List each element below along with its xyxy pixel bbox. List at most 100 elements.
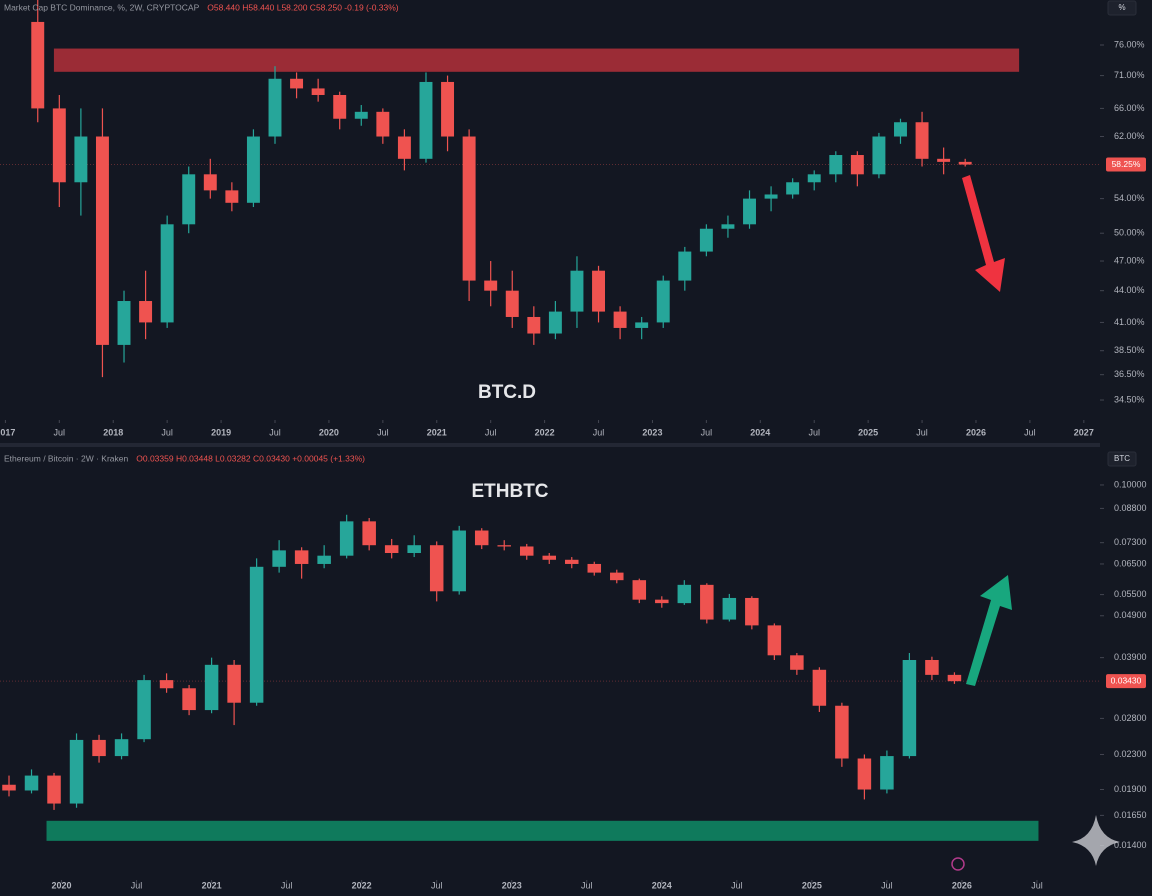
x-tick-label: Jul — [881, 880, 893, 890]
candle-body — [592, 270, 605, 312]
x-tick-label: 2026 — [966, 427, 986, 437]
x-tick-label: 2022 — [352, 880, 372, 890]
candle-body — [362, 521, 376, 546]
candle-body — [246, 136, 260, 203]
x-tick-label: 2024 — [652, 880, 672, 890]
candle-body — [339, 521, 354, 556]
candle-body — [419, 81, 433, 159]
y-tick-label: 54.00% — [1114, 193, 1145, 203]
candle-body — [745, 597, 759, 626]
y-tick-label: 41.00% — [1114, 317, 1145, 327]
candle-body — [24, 775, 39, 791]
x-tick-label: 2021 — [427, 427, 447, 437]
last-price-tag — [1106, 157, 1146, 172]
candle-body — [159, 680, 174, 689]
candle-body — [114, 739, 129, 757]
candle-body — [542, 555, 557, 560]
y-tick-label: 0.01400 — [1114, 840, 1147, 850]
candle-body — [835, 705, 849, 759]
x-tick-label: Jul — [54, 427, 66, 437]
candle-body — [311, 88, 325, 95]
candle-body — [722, 597, 737, 620]
x-tick-label: Jul — [485, 427, 497, 437]
candle-body — [354, 111, 368, 119]
candle-body — [227, 664, 241, 703]
candle-body — [587, 563, 602, 573]
candle-body — [655, 599, 669, 604]
candle-body — [182, 174, 196, 225]
candle-body — [429, 545, 444, 592]
candle-body — [894, 122, 907, 137]
up-arrow — [966, 575, 1012, 686]
candle-body — [613, 311, 627, 328]
candle-body — [958, 161, 972, 165]
y-tick-label: 62.00% — [1114, 131, 1145, 141]
candle-body — [829, 155, 843, 175]
zone — [46, 820, 1039, 841]
candle-body — [699, 228, 713, 252]
candle-body — [69, 739, 84, 804]
candle-body — [743, 198, 756, 225]
candle-body — [915, 122, 929, 159]
x-tick-label: Jul — [731, 880, 743, 890]
candle-body — [565, 559, 579, 564]
candle-body — [902, 660, 917, 757]
candle-body — [505, 290, 519, 317]
candle-body — [850, 155, 864, 175]
candle-body — [74, 136, 88, 183]
candle-body — [527, 316, 541, 334]
last-price-tag — [1106, 674, 1146, 689]
candle-body — [610, 572, 624, 581]
pane-separator — [0, 443, 1152, 447]
zone — [53, 48, 1020, 72]
axis-unit: % — [1118, 3, 1125, 12]
x-tick-label: Jul — [808, 427, 820, 437]
axis-unit-badge — [1107, 451, 1137, 467]
candle-body — [635, 322, 649, 328]
axis-unit-badge — [1107, 0, 1137, 16]
candle-body — [204, 664, 219, 711]
y-tick-label: 71.00% — [1114, 70, 1145, 80]
x-tick-label: 2020 — [319, 427, 339, 437]
candle-body — [700, 584, 714, 620]
candle-body — [160, 224, 174, 323]
candle-body — [656, 280, 670, 323]
y-tick-label: 66.00% — [1114, 103, 1145, 113]
candle-body — [249, 566, 264, 703]
candle-body — [294, 550, 309, 564]
candle-body — [92, 739, 106, 757]
price-scale — [1100, 0, 1152, 896]
y-tick-label: 0.02800 — [1114, 713, 1147, 723]
y-tick-label: 38.50% — [1114, 345, 1145, 355]
candle-body — [452, 530, 466, 592]
x-tick-label: Jul — [161, 427, 173, 437]
x-tick-label: Jul — [916, 427, 928, 437]
x-tick-label: Jul — [593, 427, 605, 437]
x-tick-label: 2024 — [750, 427, 770, 437]
series-header: Market Cap BTC Dominance, %, 2W, CRYPTOC… — [4, 2, 200, 12]
annotation: ETHBTC — [471, 481, 548, 502]
candle-body — [47, 775, 61, 804]
y-tick-label: 0.06500 — [1114, 558, 1147, 568]
candle-body — [721, 224, 735, 229]
candle-body — [31, 21, 45, 109]
candle-body — [272, 550, 286, 567]
y-tick-label: 44.00% — [1114, 285, 1145, 295]
x-tick-label: Jul — [269, 427, 281, 437]
y-tick-label: 47.00% — [1114, 255, 1145, 265]
x-tick-label: Jul — [581, 880, 593, 890]
candle-body — [872, 136, 886, 175]
candle-body — [484, 280, 498, 291]
last-price-label: 0.03430 — [1111, 675, 1142, 685]
down-arrow — [962, 175, 1005, 292]
candle-body — [317, 555, 331, 564]
replay-icon[interactable] — [951, 857, 965, 871]
last-price-label: 58.25% — [1112, 159, 1141, 169]
x-tick-label: Jul — [1031, 880, 1043, 890]
y-tick-label: 0.05500 — [1114, 589, 1147, 599]
candle-body — [384, 545, 399, 554]
y-tick-label: 0.02300 — [1114, 749, 1147, 759]
x-tick-label: 2025 — [802, 880, 822, 890]
x-tick-label: 2023 — [502, 880, 522, 890]
